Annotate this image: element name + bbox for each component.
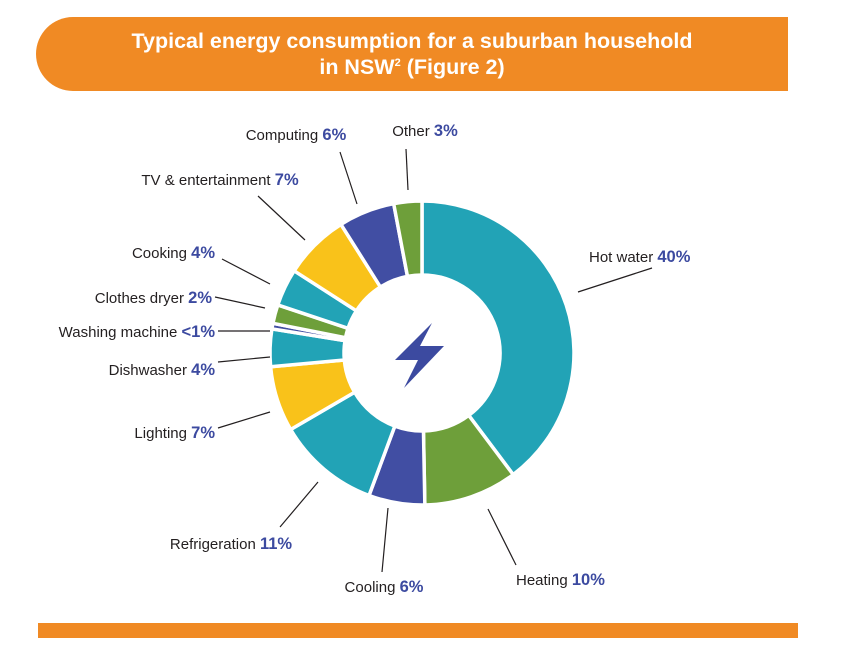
label-heating: Heating 10% bbox=[516, 571, 605, 589]
chart-title-line2-main: in NSW bbox=[319, 55, 395, 79]
chart-title-line1: Typical energy consumption for a suburba… bbox=[131, 29, 693, 53]
lightning-bolt-icon bbox=[395, 323, 444, 388]
label-value-cooling: 6% bbox=[400, 578, 424, 596]
leader-line-dishwasher bbox=[217, 356, 271, 363]
label-value-tv-entertainment: 7% bbox=[275, 171, 299, 189]
leader-line-other bbox=[405, 148, 409, 191]
label-refrigeration: Refrigeration 11% bbox=[170, 535, 292, 553]
label-value-hot-water: 40% bbox=[657, 248, 690, 266]
label-value-clothes-dryer: 2% bbox=[188, 289, 212, 307]
label-name-lighting: Lighting bbox=[134, 425, 191, 442]
leader-line-hot-water bbox=[577, 267, 653, 293]
leader-line-cooking bbox=[221, 258, 271, 285]
leader-line-refrigeration bbox=[279, 481, 319, 528]
leader-line-computing bbox=[339, 151, 358, 205]
bottom-accent-bar bbox=[38, 623, 798, 638]
label-value-lighting: 7% bbox=[191, 424, 215, 442]
leader-lines bbox=[214, 148, 653, 573]
label-value-heating: 10% bbox=[572, 571, 605, 589]
label-computing: Computing 6% bbox=[246, 126, 347, 144]
label-name-cooling: Cooling bbox=[345, 579, 400, 596]
label-name-dishwasher: Dishwasher bbox=[109, 362, 192, 379]
label-name-computing: Computing bbox=[246, 127, 323, 144]
label-name-tv-entertainment: TV & entertainment bbox=[141, 172, 274, 189]
label-name-washing-machine: Washing machine bbox=[59, 324, 182, 341]
label-name-refrigeration: Refrigeration bbox=[170, 536, 260, 553]
label-other: Other 3% bbox=[392, 122, 458, 140]
label-dishwasher: Dishwasher 4% bbox=[109, 361, 216, 379]
label-tv-entertainment: TV & entertainment 7% bbox=[141, 171, 299, 189]
label-value-other: 3% bbox=[434, 122, 458, 140]
leader-line-cooling bbox=[381, 507, 389, 573]
label-clothes-dryer: Clothes dryer 2% bbox=[95, 289, 213, 307]
label-value-washing-machine: <1% bbox=[182, 323, 216, 341]
footnote-marker: 2 bbox=[394, 56, 401, 69]
label-value-dishwasher: 4% bbox=[191, 361, 215, 379]
label-value-computing: 6% bbox=[322, 126, 346, 144]
label-cooling: Cooling 6% bbox=[345, 578, 424, 596]
label-name-cooking: Cooking bbox=[132, 245, 191, 262]
leader-line-lighting bbox=[217, 411, 271, 429]
label-name-other: Other bbox=[392, 123, 434, 140]
label-cooking: Cooking 4% bbox=[132, 244, 215, 262]
label-value-refrigeration: 11% bbox=[260, 535, 292, 553]
leader-line-heating bbox=[487, 508, 517, 566]
chart-title-line2-suffix: (Figure 2) bbox=[400, 55, 505, 79]
slice-labels: Hot water 40% Heating 10% Cooling 6% Refrig… bbox=[59, 122, 691, 596]
donut-slices bbox=[268, 199, 576, 507]
slice-hot-water bbox=[420, 199, 576, 477]
label-name-heating: Heating bbox=[516, 572, 572, 589]
label-name-hot-water: Hot water bbox=[589, 249, 657, 266]
leader-line-tv-entertainment bbox=[257, 195, 306, 241]
label-washing-machine: Washing machine <1% bbox=[59, 323, 216, 341]
chart-title-banner: Typical energy consumption for a suburba… bbox=[36, 17, 788, 91]
chart-title-line2: in NSW2 (Figure 2) bbox=[319, 54, 504, 80]
label-hot-water: Hot water 40% bbox=[589, 248, 691, 266]
label-lighting: Lighting 7% bbox=[134, 424, 215, 442]
slice-other bbox=[391, 199, 424, 279]
label-value-cooking: 4% bbox=[191, 244, 215, 262]
leader-line-clothes-dryer bbox=[214, 296, 266, 309]
label-name-clothes-dryer: Clothes dryer bbox=[95, 290, 188, 307]
